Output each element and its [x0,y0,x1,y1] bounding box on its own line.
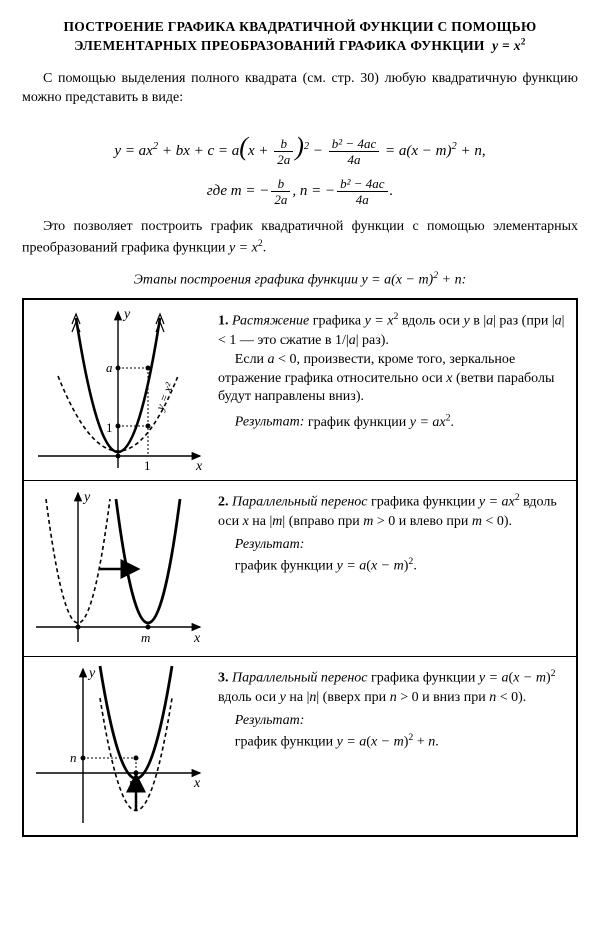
intro-text: С помощью выделения полного квадрата (см… [22,70,578,108]
svg-text:x: x [195,459,203,474]
step-2-panel: y x m 2. Параллельный перенос графика фу… [24,481,576,657]
step-2-graph: y x m [24,481,212,656]
step-1-text: 1. Растяжение графика y = x2 вдоль оси y… [212,300,576,480]
svg-text:y: y [87,666,96,681]
steps-container: y x a 1 1 y = x² 1. Растяжение графика y… [22,298,578,837]
step-1-graph: y x a 1 1 y = x² [24,300,212,480]
svg-text:y: y [122,307,131,322]
svg-text:n: n [70,750,77,765]
title-line-2: ЭЛЕМЕНТАРНЫХ ПРЕОБРАЗОВАНИЙ ГРАФИКА ФУНК… [74,38,526,53]
step-3-graph: y x n m [24,657,212,835]
svg-text:1: 1 [106,420,113,435]
step-1-panel: y x a 1 1 y = x² 1. Растяжение графика y… [24,300,576,481]
step-2-text: 2. Параллельный перенос графика функции … [212,481,576,656]
main-formula: y = ax2 + bx + c = a(x + b2a)2 − b² − 4a… [22,118,578,208]
step-3-panel: y x n m 3. Параллельный перенос графика … [24,657,576,835]
step-3-text: 3. Параллельный перенос графика функции … [212,657,576,835]
svg-text:y = x²: y = x² [152,380,176,413]
page-title: ПОСТРОЕНИЕ ГРАФИКА КВАДРАТИЧНОЙ ФУНКЦИИ … [22,18,578,56]
svg-text:1: 1 [144,458,151,473]
svg-text:m: m [141,630,150,645]
svg-text:m: m [129,775,138,790]
svg-text:y: y [82,490,91,505]
title-line-1: ПОСТРОЕНИЕ ГРАФИКА КВАДРАТИЧНОЙ ФУНКЦИИ … [63,19,536,34]
after-formula-text: Это позволяет построить график квадратич… [22,218,578,258]
svg-text:x: x [193,631,201,646]
svg-text:x: x [193,776,201,791]
svg-text:a: a [106,360,113,375]
steps-title: Этапы построения графика функции y = a(x… [22,269,578,291]
